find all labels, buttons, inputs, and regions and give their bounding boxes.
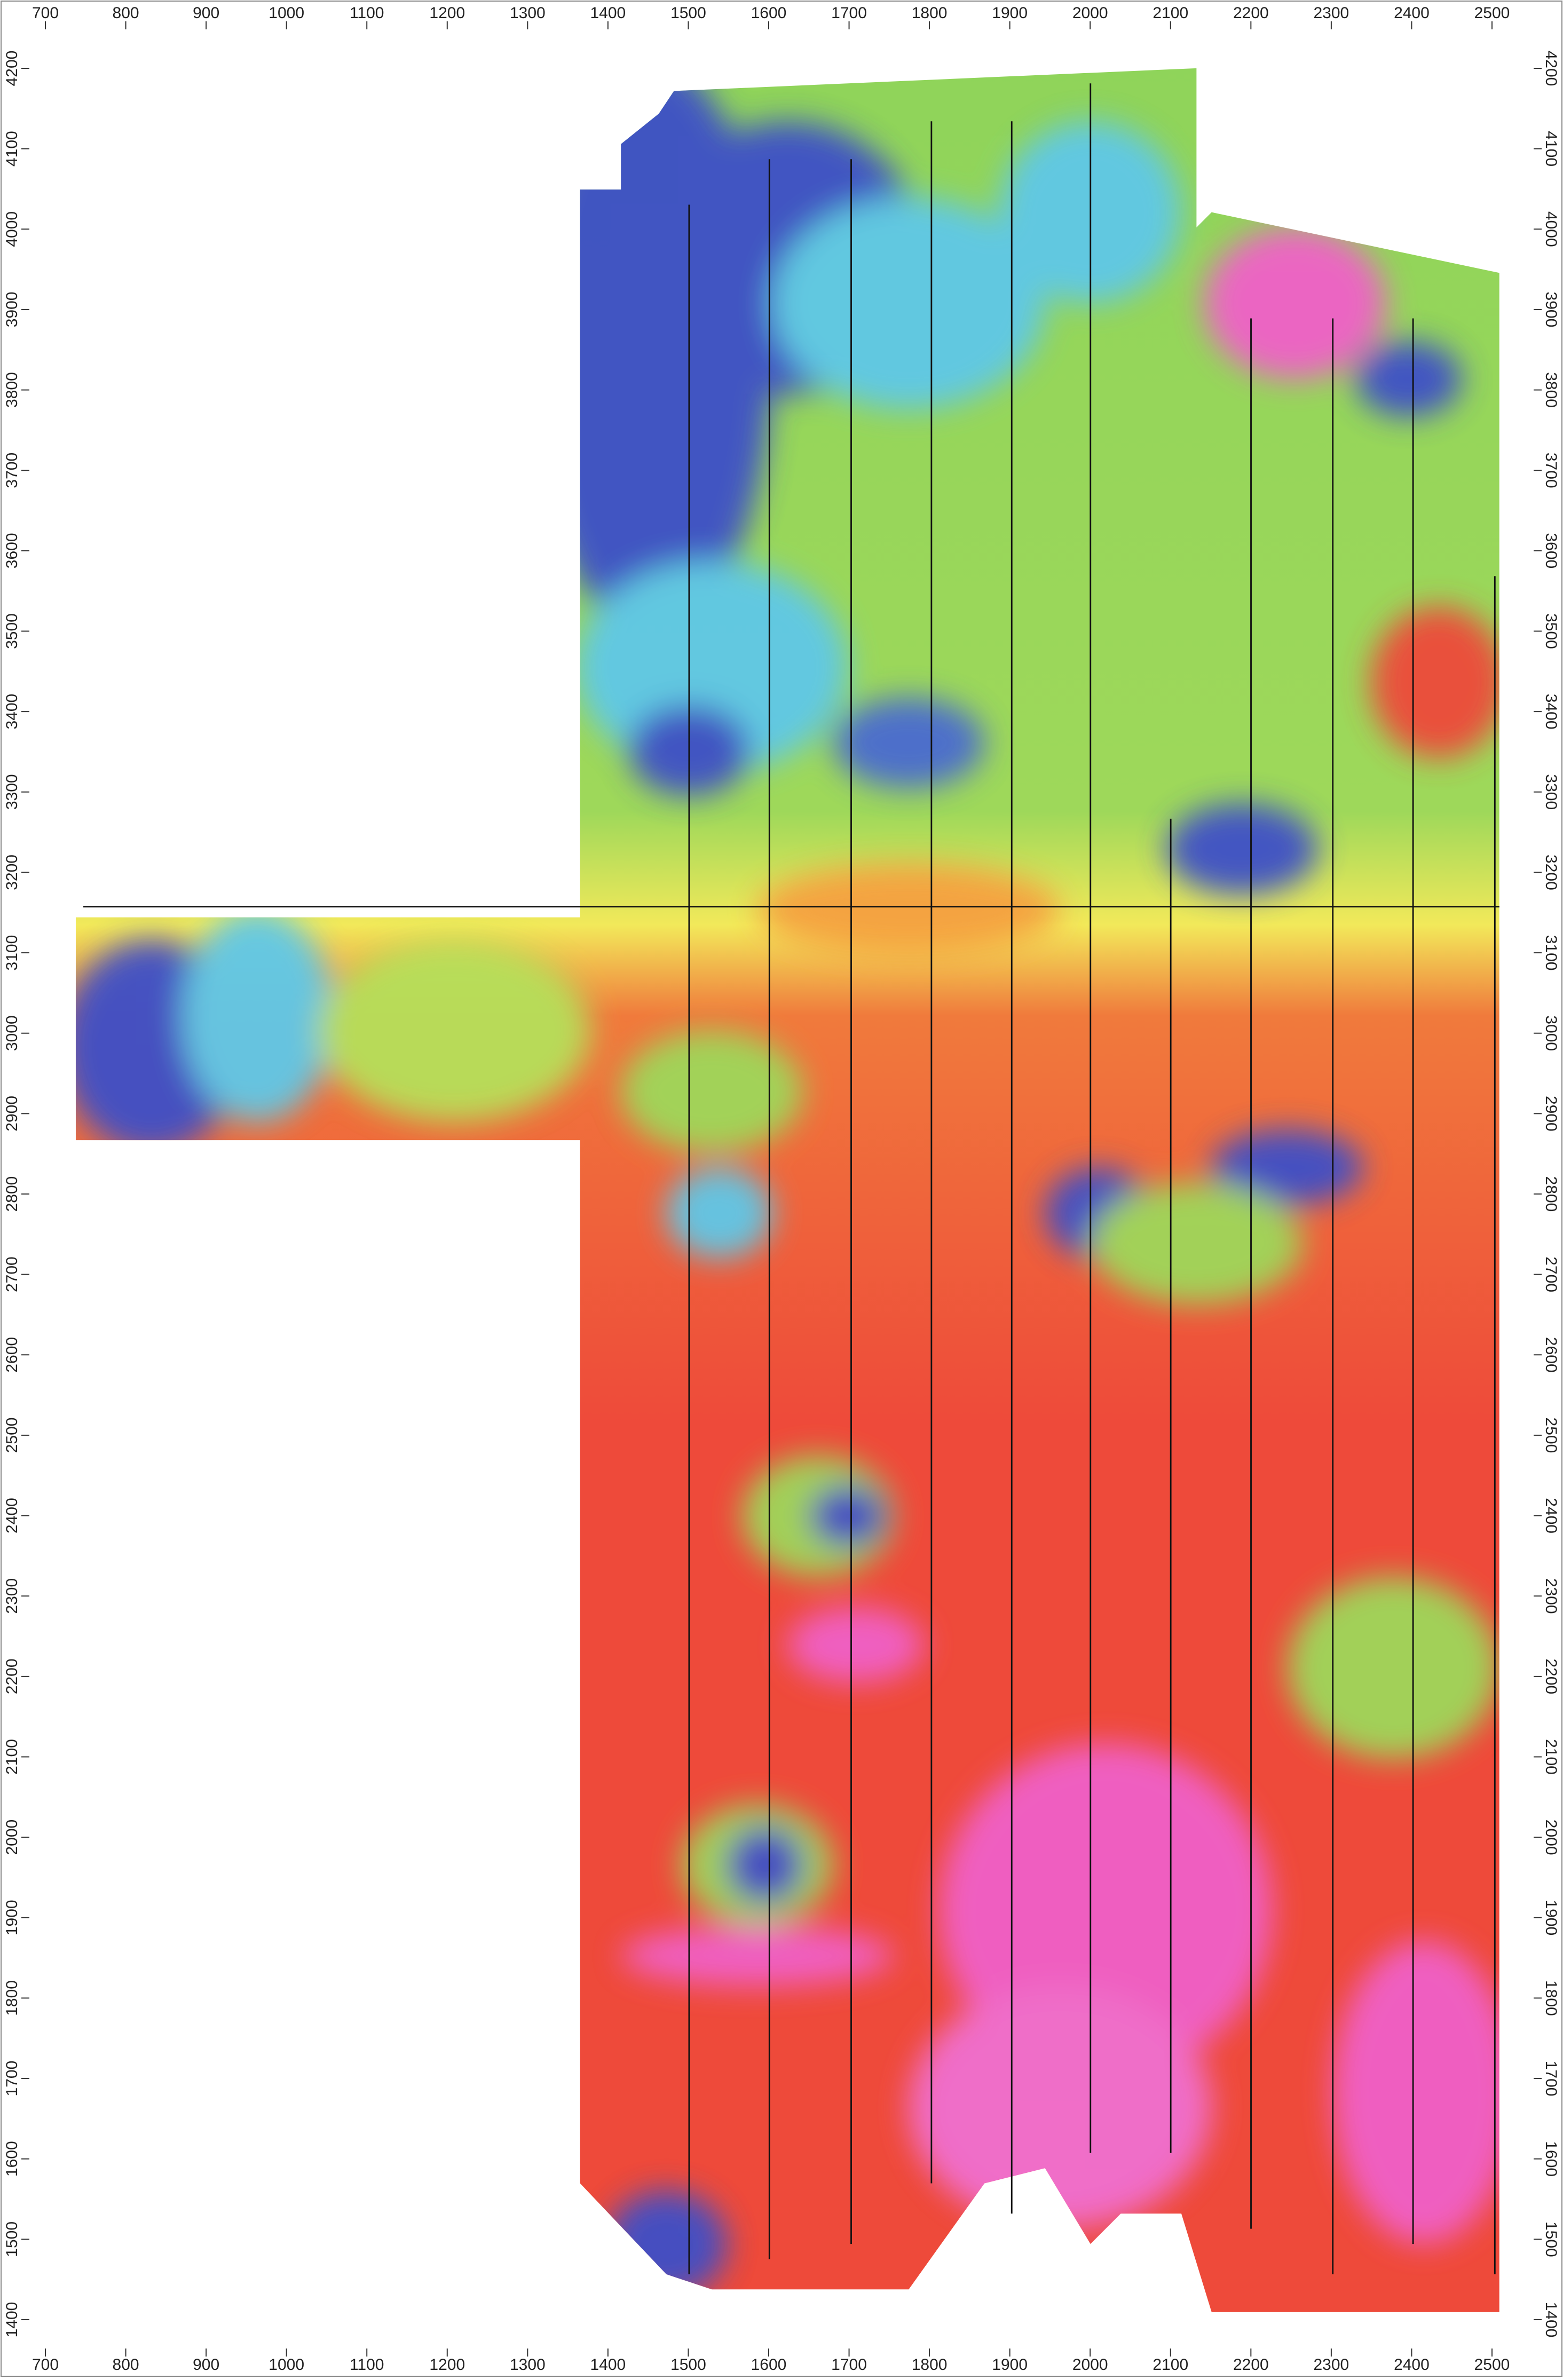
y-tick-label: 2900 — [1542, 1096, 1560, 1132]
x-tick-label: 1800 — [912, 2356, 948, 2374]
y-tick-label: 1500 — [1542, 2221, 1560, 2257]
x-tick-label: 2500 — [1474, 4, 1510, 22]
y-tick-label: 2600 — [1542, 1337, 1560, 1373]
y-tick-label: 2000 — [1542, 1820, 1560, 1855]
x-tick-label: 700 — [32, 2356, 59, 2374]
y-tick-label: 2500 — [1542, 1418, 1560, 1453]
x-tick-label: 1200 — [429, 4, 465, 22]
y-tick-label: 1800 — [1542, 1980, 1560, 2016]
y-tick-label: 2200 — [1542, 1658, 1560, 1694]
y-tick-label: 2400 — [3, 1498, 21, 1533]
x-tick-label: 1600 — [751, 4, 787, 22]
y-tick-label: 2800 — [1542, 1176, 1560, 1212]
y-tick-label: 4200 — [1542, 51, 1560, 86]
x-tick-label: 1100 — [350, 4, 384, 22]
x-tick-label: 800 — [113, 2356, 139, 2374]
y-tick-label: 1500 — [3, 2221, 21, 2257]
x-tick-label: 1400 — [590, 2356, 626, 2374]
x-tick-label: 2000 — [1072, 2356, 1108, 2374]
y-tick-label: 2500 — [3, 1418, 21, 1453]
y-tick-label: 2600 — [3, 1337, 21, 1373]
x-tick-label: 1200 — [429, 2356, 465, 2374]
x-tick-label: 800 — [113, 4, 139, 22]
y-tick-label: 2900 — [3, 1096, 21, 1132]
y-tick-label: 3100 — [3, 935, 21, 971]
x-tick-label: 2000 — [1072, 4, 1108, 22]
page: {"map": { "x_ticks": [700, 800, 900, 100… — [0, 0, 1563, 2377]
x-tick-label: 2100 — [1152, 4, 1188, 22]
y-tick-label: 1600 — [1542, 2141, 1560, 2177]
y-tick-label: 1700 — [1542, 2061, 1560, 2097]
x-tick-label: 1000 — [269, 4, 304, 22]
y-tick-label: 1400 — [1542, 2302, 1560, 2338]
y-tick-label: 4100 — [1542, 131, 1560, 167]
y-tick-label: 2800 — [3, 1176, 21, 1212]
x-tick-label: 1900 — [992, 2356, 1028, 2374]
x-tick-label: 1400 — [590, 4, 626, 22]
y-tick-label: 1400 — [3, 2302, 21, 2338]
y-tick-label: 3000 — [1542, 1015, 1560, 1051]
x-tick-label: 1700 — [831, 4, 867, 22]
x-tick-label: 2300 — [1314, 4, 1349, 22]
x-tick-label: 2200 — [1233, 4, 1269, 22]
x-tick-label: 2400 — [1394, 4, 1430, 22]
y-tick-label: 3500 — [1542, 613, 1560, 649]
y-tick-label: 3200 — [3, 855, 21, 890]
y-tick-label: 3500 — [3, 613, 21, 649]
y-tick-label: 3800 — [1542, 372, 1560, 408]
y-tick-label: 3700 — [3, 453, 21, 488]
y-tick-label: 2700 — [1542, 1256, 1560, 1292]
x-tick-label: 1100 — [350, 2356, 384, 2374]
y-tick-label: 1900 — [1542, 1900, 1560, 1935]
y-tick-label: 3000 — [3, 1015, 21, 1051]
x-tick-label: 1600 — [751, 2356, 787, 2374]
y-tick-label: 3700 — [1542, 453, 1560, 488]
y-tick-label: 3600 — [1542, 533, 1560, 568]
y-tick-label: 4000 — [3, 211, 21, 247]
y-tick-label: 3400 — [3, 694, 21, 730]
x-tick-label: 2500 — [1474, 2356, 1510, 2374]
x-tick-label: 1300 — [510, 2356, 546, 2374]
y-tick-label: 1600 — [3, 2141, 21, 2177]
y-tick-label: 3900 — [1542, 292, 1560, 328]
x-tick-label: 1800 — [912, 4, 948, 22]
y-tick-label: 1700 — [3, 2061, 21, 2097]
y-tick-label: 2400 — [1542, 1498, 1560, 1533]
x-tick-label: 700 — [32, 4, 59, 22]
y-tick-label: 3100 — [1542, 935, 1560, 971]
y-tick-label: 3300 — [1542, 774, 1560, 810]
contour-map: 700 700 800 800 900 900 1000 1000 1100 1100 1200 12… — [0, 0, 1563, 2377]
y-tick-label: 3800 — [3, 372, 21, 408]
y-tick-label: 4200 — [3, 51, 21, 86]
x-tick-label: 900 — [193, 2356, 219, 2374]
y-tick-label: 3200 — [1542, 855, 1560, 890]
y-tick-label: 1900 — [3, 1900, 21, 1935]
y-tick-label: 3400 — [1542, 694, 1560, 730]
x-tick-label: 1300 — [510, 4, 546, 22]
x-tick-label: 1000 — [269, 2356, 304, 2374]
x-tick-label: 2100 — [1152, 2356, 1188, 2374]
x-tick-label: 1500 — [670, 4, 706, 22]
x-tick-label: 1900 — [992, 4, 1028, 22]
y-tick-label: 2100 — [1542, 1739, 1560, 1775]
y-tick-label: 1800 — [3, 1980, 21, 2016]
y-tick-label: 2100 — [3, 1739, 21, 1775]
y-tick-label: 3900 — [3, 292, 21, 328]
y-tick-label: 2700 — [3, 1256, 21, 1292]
y-tick-label: 3600 — [3, 533, 21, 568]
x-tick-label: 2400 — [1394, 2356, 1430, 2374]
map-surface — [60, 61, 1514, 2335]
y-tick-label: 2000 — [3, 1820, 21, 1855]
x-tick-label: 1500 — [670, 2356, 706, 2374]
y-tick-label: 4100 — [3, 131, 21, 167]
y-tick-label: 3300 — [3, 774, 21, 810]
y-tick-label: 2300 — [1542, 1578, 1560, 1614]
y-tick-label: 2300 — [3, 1578, 21, 1614]
y-tick-label: 2200 — [3, 1658, 21, 1694]
y-tick-label: 4000 — [1542, 211, 1560, 247]
x-tick-label: 1700 — [831, 2356, 867, 2374]
x-tick-label: 2200 — [1233, 2356, 1269, 2374]
x-tick-label: 2300 — [1314, 2356, 1349, 2374]
x-tick-label: 900 — [193, 4, 219, 22]
